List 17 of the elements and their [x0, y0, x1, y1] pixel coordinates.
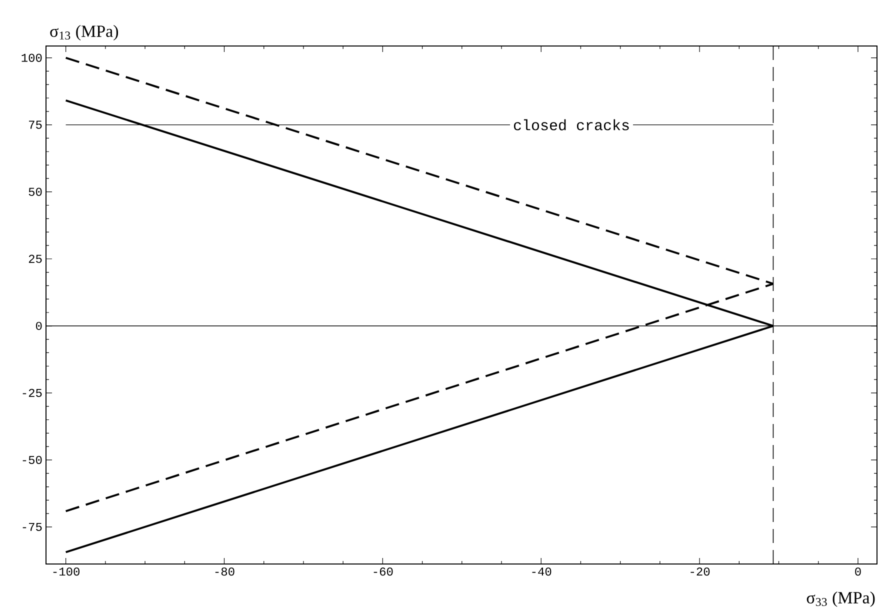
ref-line-label: closed cracks — [514, 119, 629, 130]
x-axis-title: σ$_{33}$ (MPa) — [806, 592, 875, 607]
x-tick-label: -80 — [215, 568, 234, 576]
y-tick-label: -50 — [22, 456, 42, 464]
y-tick-label: 50 — [28, 188, 42, 196]
y-tick-label: 25 — [28, 254, 42, 263]
y-tick-label: 0 — [36, 322, 42, 330]
y-tick-label: 75 — [28, 120, 42, 129]
x-tick-label: -20 — [690, 568, 710, 576]
y-tick-label: -25 — [22, 388, 42, 397]
x-tick-label: -60 — [374, 568, 393, 576]
x-tick-label: 0 — [855, 568, 861, 576]
x-tick-label: -100 — [53, 568, 80, 576]
y-axis-title: σ$_{13}$ (MPa) — [50, 25, 118, 40]
y-tick-label: 100 — [22, 54, 42, 62]
y-tick-label: -75 — [22, 522, 42, 531]
x-tick-label: -40 — [532, 568, 552, 576]
